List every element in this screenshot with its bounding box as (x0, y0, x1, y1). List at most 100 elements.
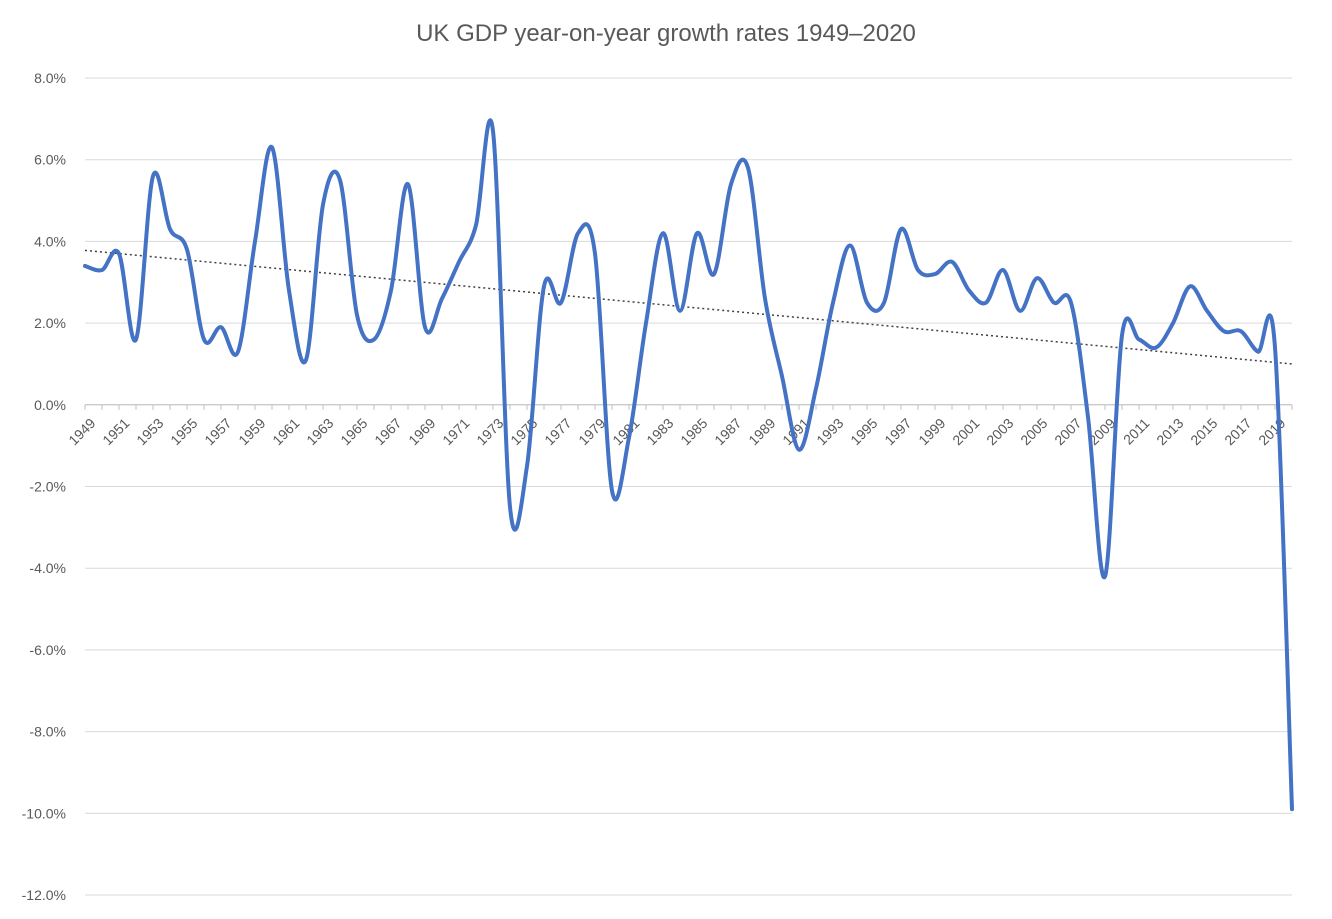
data-point (933, 272, 937, 276)
x-tick-label: 2013 (1153, 415, 1186, 448)
data-point (610, 489, 614, 493)
data-point (678, 309, 682, 313)
data-point (1273, 346, 1277, 350)
series-lines (83, 118, 1294, 812)
y-tick-label: -12.0% (22, 887, 66, 903)
data-point (746, 166, 750, 170)
data-point (440, 297, 444, 301)
x-tick-label: 1957 (201, 415, 234, 448)
x-tick-label: 1953 (133, 415, 166, 448)
x-tick-label: 1973 (473, 415, 506, 448)
y-tick-label: -2.0% (29, 479, 66, 495)
data-point (491, 129, 495, 133)
data-point (967, 288, 971, 292)
data-point (372, 337, 376, 341)
x-tick-label: 2017 (1221, 415, 1254, 448)
data-point (100, 268, 104, 272)
data-point (831, 301, 835, 305)
data-point (185, 248, 189, 252)
data-point (525, 464, 529, 468)
x-tick-label: 1955 (167, 415, 200, 448)
data-point (593, 252, 597, 256)
y-tick-label: 2.0% (34, 315, 66, 331)
x-tick-label: 1975 (507, 415, 540, 448)
data-point (865, 301, 869, 305)
x-tick-label: 1977 (541, 415, 574, 448)
data-point (219, 325, 223, 329)
data-point (151, 174, 155, 178)
data-point (780, 374, 784, 378)
data-point (321, 203, 325, 207)
x-tick-label: 2001 (949, 415, 982, 448)
data-point (882, 301, 886, 305)
data-point (1086, 415, 1090, 419)
data-point (1205, 309, 1209, 313)
data-point (1035, 276, 1039, 280)
data-point (1103, 574, 1107, 578)
x-tick-label: 1969 (405, 415, 438, 448)
data-point (695, 231, 699, 235)
data-point (1120, 333, 1124, 337)
y-tick-label: -4.0% (29, 560, 66, 576)
data-point (627, 435, 631, 439)
data-point (338, 178, 342, 182)
x-tick-label: 1993 (813, 415, 846, 448)
x-tick-label: 1959 (235, 415, 268, 448)
data-point (168, 227, 172, 231)
x-tick-label: 1979 (575, 415, 608, 448)
y-tick-label: 4.0% (34, 233, 66, 249)
data-point (644, 321, 648, 325)
x-tick-label: 1951 (99, 415, 132, 448)
x-axis (84, 404, 1293, 410)
data-point (202, 337, 206, 341)
data-point (984, 301, 988, 305)
x-tick-label: 2019 (1255, 415, 1288, 448)
gridlines (85, 77, 1292, 896)
data-point (950, 260, 954, 264)
x-tick-label: 1963 (303, 415, 336, 448)
x-tick-label: 1971 (439, 415, 472, 448)
trendline-line (84, 249, 1293, 365)
x-tick-label: 2005 (1017, 415, 1050, 448)
x-tick-label: 1949 (65, 415, 98, 448)
x-axis-labels: 1949 1951 1953 1955 1957 1959 1961 1963 1965 1967… (65, 415, 1288, 448)
data-point (542, 284, 546, 288)
y-tick-label: 0.0% (34, 397, 66, 413)
data-point (457, 260, 461, 264)
data-point (916, 268, 920, 272)
x-tick-label: 2007 (1051, 415, 1084, 448)
y-tick-label: -8.0% (29, 724, 66, 740)
data-point (389, 288, 393, 292)
data-point (474, 223, 478, 227)
x-tick-label: 1965 (337, 415, 370, 448)
data-point (83, 264, 87, 268)
data-point (253, 239, 257, 243)
x-tick-label: 2015 (1187, 415, 1220, 448)
data-point (763, 297, 767, 301)
x-tick-label: 1987 (711, 415, 744, 448)
data-point (1052, 301, 1056, 305)
x-tick-label: 2011 (1120, 415, 1153, 448)
trendline (84, 249, 1293, 365)
y-tick-label: -6.0% (29, 642, 66, 658)
y-axis: 8.0% 6.0% 4.0% 2.0% 0.0% -2.0% -4.0% -6.0% -8.0%… (22, 70, 66, 903)
data-point (1154, 346, 1158, 350)
y-tick-label: -10.0% (22, 805, 66, 821)
data-point (1137, 337, 1141, 341)
data-point (355, 313, 359, 317)
data-point (1256, 350, 1260, 354)
data-point (117, 252, 121, 256)
x-tick-label: 1967 (371, 415, 404, 448)
x-tick-label: 2003 (983, 415, 1016, 448)
data-point (508, 505, 512, 509)
x-tick-label: 1983 (643, 415, 676, 448)
data-point (1239, 329, 1243, 333)
data-point (287, 288, 291, 292)
data-point (270, 145, 274, 149)
data-point (559, 301, 563, 305)
data-point (848, 243, 852, 247)
data-point (899, 227, 903, 231)
x-tick-label: 1985 (677, 415, 710, 448)
